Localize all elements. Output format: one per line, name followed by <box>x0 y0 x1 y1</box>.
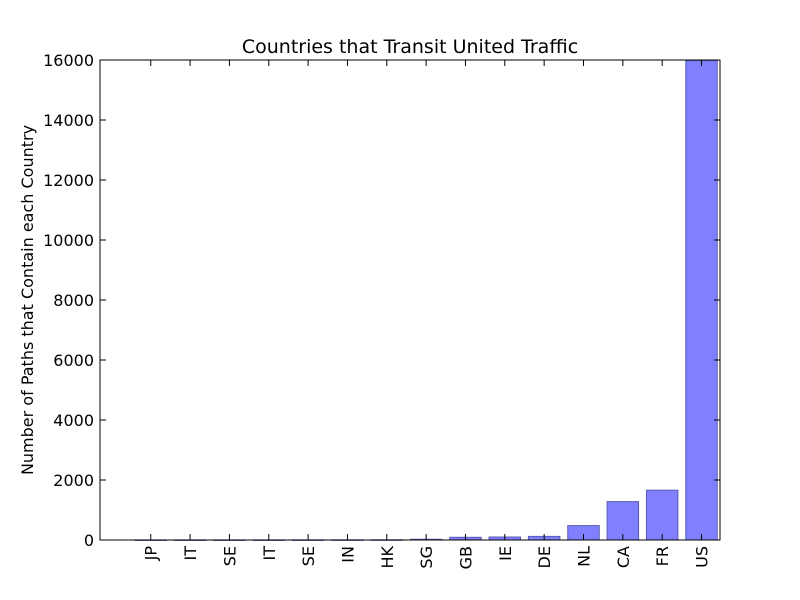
x-tick-label-7: SG <box>417 546 436 569</box>
y-tick-label-5: 10000 <box>43 231 94 250</box>
bars-group <box>134 60 718 541</box>
x-tick-label-6: HK <box>378 546 397 569</box>
y-tick-label-1: 2000 <box>53 471 94 490</box>
y-ticks-group: 0 2000 4000 6000 8000 10000 12000 14000 16000 <box>43 51 720 550</box>
bar-us-14 <box>685 60 718 541</box>
x-tick-label-10: DE <box>535 546 554 568</box>
x-tick-label-12: CA <box>614 546 633 568</box>
y-tick-label-7: 14000 <box>43 111 94 130</box>
x-tick-label-2: SE <box>220 546 239 566</box>
y-tick-label-4: 8000 <box>53 291 94 310</box>
x-tick-label-8: GB <box>456 546 475 569</box>
x-tick-label-9: IE <box>496 546 515 561</box>
y-tick-label-6: 12000 <box>43 171 94 190</box>
bar-fr-13 <box>645 489 679 541</box>
x-ticks-group: JP IT SE IT SE IN HK SG GB IE DE NL CA FR US <box>142 60 712 569</box>
x-tick-label-5: IN <box>338 546 357 563</box>
y-tick-label-2: 4000 <box>53 411 94 430</box>
plot-frame <box>99 59 721 541</box>
y-tick-label-8: 16000 <box>43 51 94 70</box>
x-tick-label-1: IT <box>181 546 200 561</box>
y-axis-label: Number of Paths that Contain each Countr… <box>18 125 37 475</box>
y-tick-label-3: 6000 <box>53 351 94 370</box>
x-tick-label-14: US <box>693 546 712 568</box>
chart-title: Countries that Transit United Traffic <box>242 36 578 58</box>
x-tick-label-3: IT <box>260 546 279 561</box>
x-tick-label-11: NL <box>574 546 593 567</box>
x-tick-label-4: SE <box>299 546 318 566</box>
x-tick-label-0: JP <box>142 546 161 562</box>
y-tick-label-0: 0 <box>84 531 94 550</box>
bar-ca-12 <box>606 501 640 541</box>
x-tick-label-13: FR <box>653 546 672 566</box>
